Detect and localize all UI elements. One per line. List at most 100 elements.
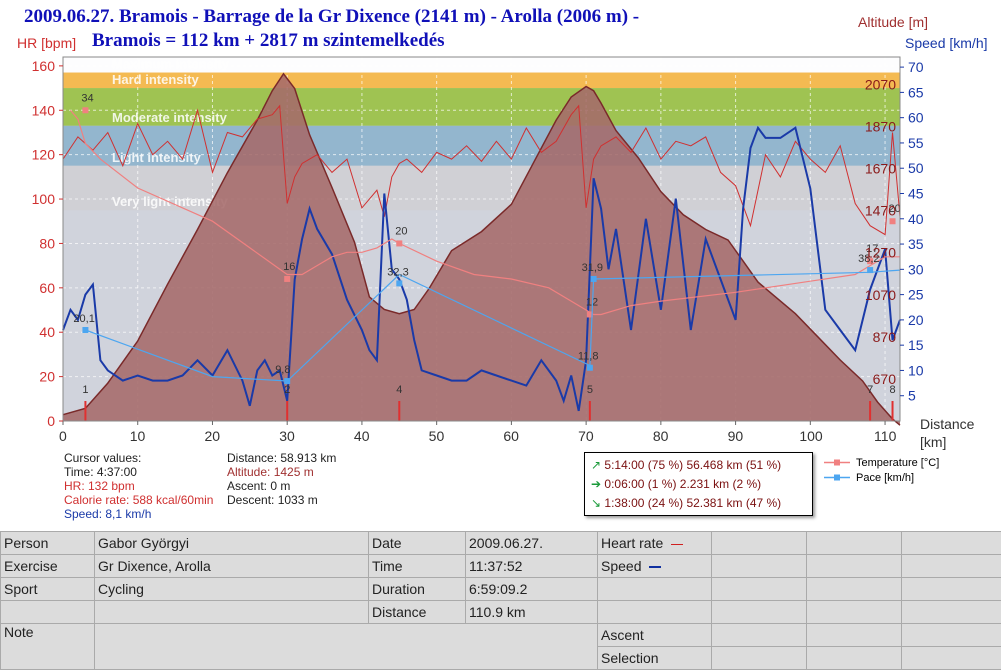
temperature-marker-2 xyxy=(396,240,403,247)
totals-flat-text: 0:06:00 (1 %) 2.231 km (2 %) xyxy=(604,477,762,491)
cursor-ascent: Ascent: 0 m xyxy=(227,479,291,493)
hr-tick-label-7: 140 xyxy=(32,102,56,118)
cursor-speed: Speed: 8,1 km/h xyxy=(64,507,152,521)
x-tick-label-6: 60 xyxy=(503,428,519,444)
totals-ascent-row: ↗ 5:14:00 (75 %) 56.468 km (51 %) xyxy=(591,458,781,472)
lap-label-0: 1 xyxy=(82,384,88,396)
speed-tick-label-12: 65 xyxy=(908,84,924,100)
speed-cell-3 xyxy=(901,554,1001,578)
selection-cell-3 xyxy=(901,646,1001,670)
title-line-1: 2009.06.27. Bramois - Barrage de la Gr D… xyxy=(24,6,640,27)
legend-pace-label: Pace [km/h] xyxy=(856,471,915,484)
lap-label-5: 8 xyxy=(890,384,896,396)
heart-rate-cell-3 xyxy=(901,531,1001,555)
pace-marker-label-4: 31,9 xyxy=(582,262,603,274)
temperature-marker-label-4: 17 xyxy=(866,243,878,255)
temperature-legend-swatch xyxy=(824,459,850,466)
empty-cell-r3-2 xyxy=(711,577,807,601)
speed-tick-label-8: 45 xyxy=(908,186,924,202)
x-tick-label-1: 10 xyxy=(130,428,146,444)
speed-tick-label-3: 20 xyxy=(908,312,924,328)
empty-cell-r3-3 xyxy=(806,577,902,601)
hr-tick-label-0: 0 xyxy=(47,413,55,429)
note-label: Note xyxy=(0,623,95,670)
altitude-tick-label-0: 670 xyxy=(873,371,897,387)
altitude-tick-label-1: 870 xyxy=(873,329,897,345)
exercise-info-table: Person Gabor Györgyi Date 2009.06.27. He… xyxy=(0,531,1001,670)
date-label: Date xyxy=(368,531,466,555)
intensity-zone-label-1: Hard intensity xyxy=(112,72,199,87)
distance-axis-label: Distance xyxy=(920,416,975,432)
temperature-marker-label-1: 16 xyxy=(283,261,295,273)
exercise-value[interactable]: Gr Dixence, Arolla xyxy=(94,554,369,578)
lap-label-4: 7 xyxy=(867,384,873,396)
distance-label: Distance xyxy=(368,600,466,624)
intensity-zone-label-2: Moderate intensity xyxy=(112,110,228,125)
intensity-zone-2 xyxy=(63,88,900,126)
intensity-zone-0 xyxy=(63,57,900,73)
sport-value[interactable]: Cycling xyxy=(94,577,369,601)
totals-box: ↗ 5:14:00 (75 %) 56.468 km (51 %) ➔ 0:06… xyxy=(584,452,813,516)
speed-label: Speed xyxy=(597,554,712,578)
cursor-time: Time: 4:37:00 xyxy=(64,465,137,479)
cursor-descent: Descent: 1033 m xyxy=(227,493,318,507)
flat-arrow-icon: ➔ xyxy=(591,477,602,491)
altitude-tick-label-6: 1870 xyxy=(865,118,896,134)
speed-tick-label-4: 25 xyxy=(908,287,924,303)
x-tick-label-4: 40 xyxy=(354,428,370,444)
altitude-axis-label: Altitude [m] xyxy=(858,14,929,30)
x-tick-label-8: 80 xyxy=(653,428,669,444)
legend-pace[interactable]: Pace [km/h] xyxy=(824,470,939,485)
totals-ascent-text: 5:14:00 (75 %) 56.468 km (51 %) xyxy=(604,458,782,472)
temperature-marker-5 xyxy=(889,218,896,225)
person-value[interactable]: Gabor Györgyi xyxy=(94,531,369,555)
temperature-marker-1 xyxy=(284,275,291,282)
distance-value[interactable]: 110.9 km xyxy=(465,600,598,624)
x-tick-label-3: 30 xyxy=(279,428,295,444)
time-label: Time xyxy=(368,554,466,578)
note-value[interactable] xyxy=(94,623,598,670)
ascent-cell-1 xyxy=(711,623,807,647)
heart-rate-label-text: Heart rate xyxy=(601,535,664,551)
hr-tick-label-3: 60 xyxy=(39,280,55,296)
temperature-marker-label-3: 12 xyxy=(586,296,598,308)
speed-tick-label-5: 30 xyxy=(908,261,924,277)
heart-rate-line xyxy=(62,104,901,236)
speed-tick-label-9: 50 xyxy=(908,160,924,176)
chart-legend: Temperature [°C] Pace [km/h] xyxy=(824,455,939,485)
hr-tick-label-2: 40 xyxy=(39,324,55,340)
cursor-distance: Distance: 58.913 km xyxy=(227,451,337,465)
altitude-tick-label-5: 1670 xyxy=(865,161,896,177)
heart-rate-line-icon xyxy=(671,543,684,545)
chart-title: 2009.06.27. Bramois - Barrage de la Gr D… xyxy=(24,5,824,53)
pace-legend-swatch xyxy=(824,474,850,481)
date-value[interactable]: 2009.06.27. xyxy=(465,531,598,555)
ascent-cell-2 xyxy=(806,623,902,647)
speed-line-icon xyxy=(649,566,662,569)
duration-value[interactable]: 6:59:09.2 xyxy=(465,577,598,601)
empty-cell-r4-6 xyxy=(901,600,1001,624)
speed-tick-label-13: 70 xyxy=(908,59,924,75)
heart-rate-cell-2 xyxy=(806,531,902,555)
totals-descent-text: 1:38:00 (24 %) 52.381 km (47 %) xyxy=(604,496,782,510)
x-tick-label-10: 100 xyxy=(799,428,823,444)
altitude-tick-label-7: 2070 xyxy=(865,76,896,92)
title-line-2: Bramois = 112 km + 2817 m szintemelkedés xyxy=(92,30,445,51)
pace-marker-0 xyxy=(82,327,89,333)
pace-marker-label-5: 38,2 xyxy=(858,253,879,265)
hr-tick-label-1: 20 xyxy=(39,369,55,385)
legend-temperature[interactable]: Temperature [°C] xyxy=(824,455,939,470)
cursor-calorie-rate: Calorie rate: 588 kcal/60min xyxy=(64,493,214,507)
cursor-header: Cursor values: xyxy=(64,451,142,465)
empty-cell-r4-5 xyxy=(806,600,902,624)
pace-marker-label-1: 9,8 xyxy=(275,364,290,376)
temperature-marker-0 xyxy=(82,107,89,114)
altitude-area xyxy=(63,73,900,426)
intensity-zone-1 xyxy=(63,72,900,89)
speed-tick-label-6: 35 xyxy=(908,236,924,252)
pace-marker-5 xyxy=(867,267,874,274)
empty-cell-r4-2 xyxy=(94,600,369,624)
time-value[interactable]: 11:37:52 xyxy=(465,554,598,578)
temperature-marker-3 xyxy=(586,311,593,318)
